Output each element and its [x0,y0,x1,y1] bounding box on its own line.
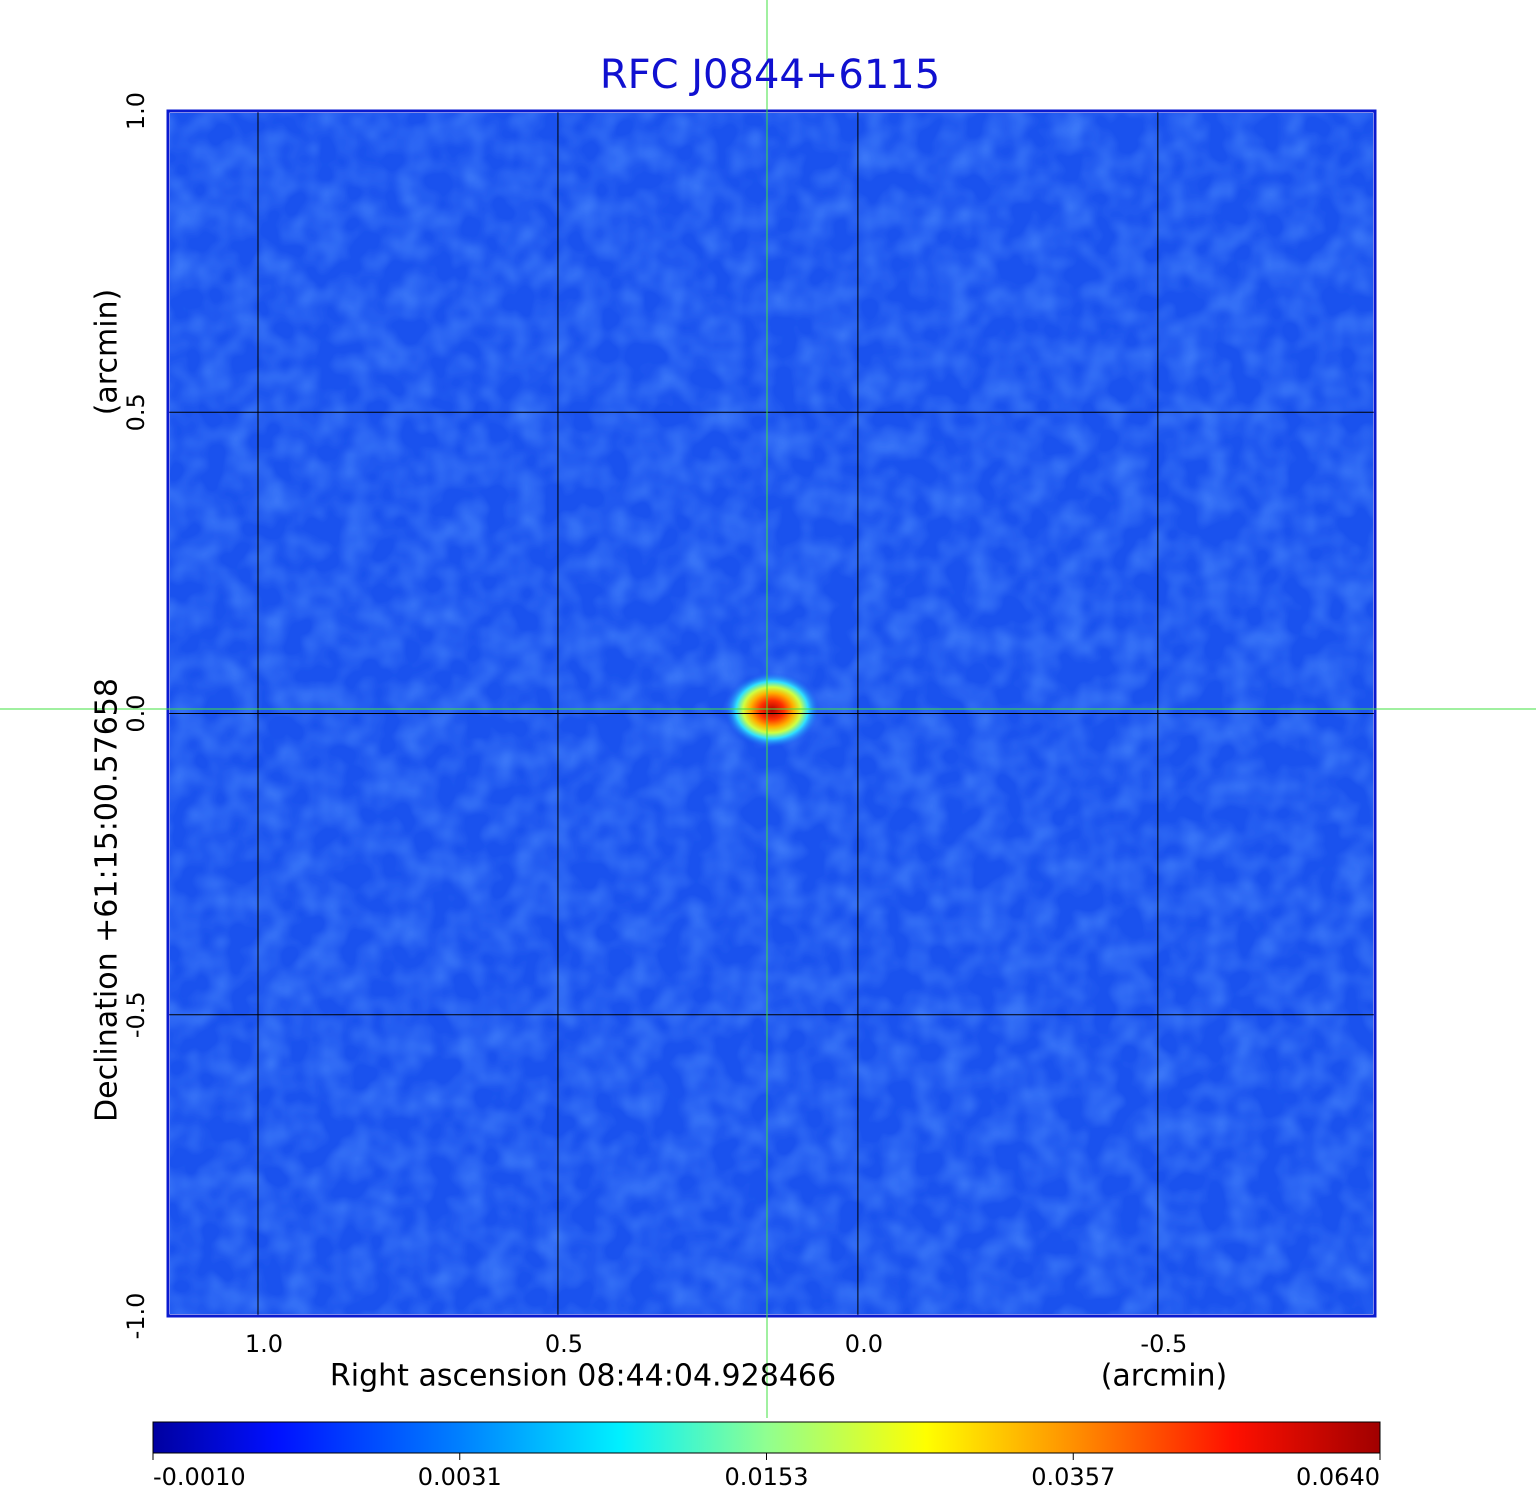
y-tick-label: 0.5 [122,393,150,431]
y-tick-label: -0.5 [122,991,150,1038]
y-axis-label: Declination +61:15:00.57658 [90,678,125,1122]
colorbar-tick-label: 0.0153 [725,1463,809,1491]
colorbar-tick-label: 0.0640 [1296,1463,1380,1491]
x-tick-label: -0.5 [1140,1330,1187,1358]
colorbar [152,1421,1381,1454]
plot-frame [166,109,1377,1318]
x-axis-unit: (arcmin) [1101,1359,1228,1394]
colorbar-tick-label: -0.0010 [153,1463,246,1491]
x-tick-label: 1.0 [245,1330,283,1358]
colorbar-tick-label: 0.0031 [418,1463,502,1491]
colorbar-tick-label: 0.0357 [1031,1463,1115,1491]
chart-title: RFC J0844+6115 [600,52,940,98]
y-axis-unit: (arcmin) [90,289,125,416]
source-emission [724,672,820,748]
x-axis-label: Right ascension 08:44:04.928466 [330,1359,836,1394]
x-tick-label: 0.0 [845,1330,883,1358]
x-tick-label: 0.5 [545,1330,583,1358]
y-tick-label: 0.0 [122,694,150,732]
y-tick-label: 1.0 [122,92,150,130]
y-tick-label: -1.0 [122,1293,150,1340]
